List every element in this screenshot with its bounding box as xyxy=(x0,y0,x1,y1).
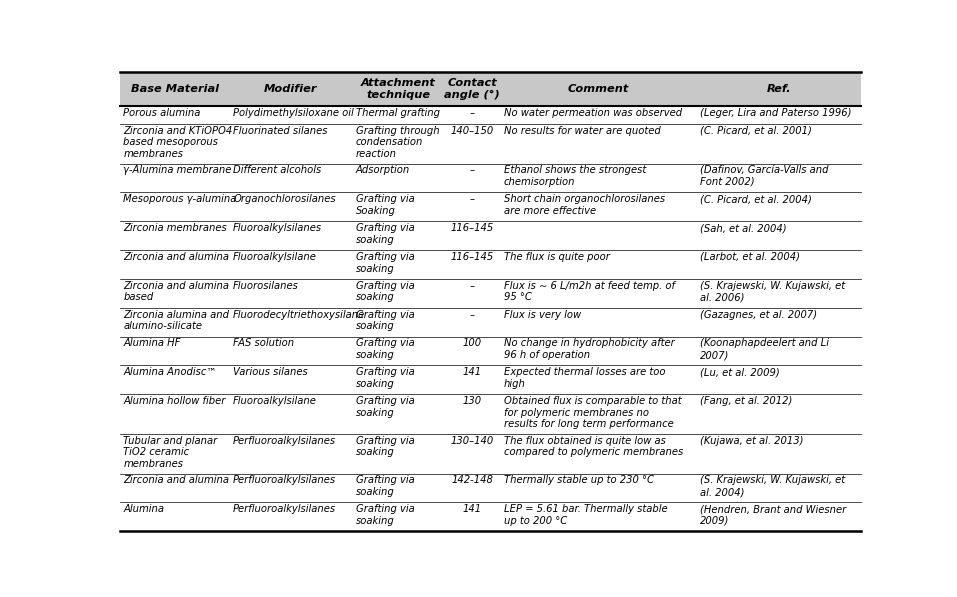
Text: LEP = 5.61 bar. Thermally stable
up to 200 °C: LEP = 5.61 bar. Thermally stable up to 2… xyxy=(504,504,667,526)
Text: –: – xyxy=(470,165,475,176)
Text: Short chain organochlorosilanes
are more effective: Short chain organochlorosilanes are more… xyxy=(504,194,665,216)
Text: 130: 130 xyxy=(463,396,482,406)
Text: (C. Picard, et al. 2004): (C. Picard, et al. 2004) xyxy=(701,194,812,204)
Text: Zirconia and KTiOPO4
based mesoporous
membranes: Zirconia and KTiOPO4 based mesoporous me… xyxy=(123,126,233,159)
Text: 130–140: 130–140 xyxy=(451,436,494,446)
Text: (Koonaphapdeelert and Li
2007): (Koonaphapdeelert and Li 2007) xyxy=(701,338,830,360)
Text: Zirconia membranes: Zirconia membranes xyxy=(123,223,227,233)
Text: Grafting via
soaking: Grafting via soaking xyxy=(356,223,414,245)
Text: Adsorption: Adsorption xyxy=(356,165,410,176)
Text: Polydimethylsiloxane oil: Polydimethylsiloxane oil xyxy=(234,107,354,118)
Text: (S. Krajewski, W. Kujawski, et
al. 2004): (S. Krajewski, W. Kujawski, et al. 2004) xyxy=(701,475,846,497)
Text: Contact
angle (°): Contact angle (°) xyxy=(444,78,501,100)
Text: Grafting via
soaking: Grafting via soaking xyxy=(356,281,414,302)
Text: FAS solution: FAS solution xyxy=(234,338,295,349)
Text: Base Material: Base Material xyxy=(130,84,218,94)
Text: The flux obtained is quite low as
compared to polymeric membranes: The flux obtained is quite low as compar… xyxy=(504,436,683,457)
Text: (C. Picard, et al. 2001): (C. Picard, et al. 2001) xyxy=(701,126,812,136)
Text: Fluorosilanes: Fluorosilanes xyxy=(234,281,299,291)
Text: Fluorinated silanes: Fluorinated silanes xyxy=(234,126,327,136)
Text: Zirconia and alumina
based: Zirconia and alumina based xyxy=(123,281,230,302)
Bar xyxy=(120,72,861,106)
Text: Alumina hollow fiber: Alumina hollow fiber xyxy=(123,396,226,406)
Text: Grafting via
soaking: Grafting via soaking xyxy=(356,310,414,331)
Text: Zirconia alumina and
alumino-silicate: Zirconia alumina and alumino-silicate xyxy=(123,310,230,331)
Text: Organochlorosilanes: Organochlorosilanes xyxy=(234,194,336,204)
Text: (Fang, et al. 2012): (Fang, et al. 2012) xyxy=(701,396,792,406)
Text: No results for water are quoted: No results for water are quoted xyxy=(504,126,660,136)
Text: Grafting via
soaking: Grafting via soaking xyxy=(356,475,414,497)
Text: Perfluoroalkylsilanes: Perfluoroalkylsilanes xyxy=(234,504,336,514)
Text: (S. Krajewski, W. Kujawski, et
al. 2006): (S. Krajewski, W. Kujawski, et al. 2006) xyxy=(701,281,846,302)
Text: (Leger, Lira and Paterso 1996): (Leger, Lira and Paterso 1996) xyxy=(701,107,852,118)
Text: (Lu, et al. 2009): (Lu, et al. 2009) xyxy=(701,367,780,377)
Text: Obtained flux is comparable to that
for polymeric membranes no
results for long : Obtained flux is comparable to that for … xyxy=(504,396,681,429)
Text: Zirconia and alumina: Zirconia and alumina xyxy=(123,475,230,485)
Text: Grafting via
Soaking: Grafting via Soaking xyxy=(356,194,414,216)
Text: Thermal grafting: Thermal grafting xyxy=(356,107,439,118)
Text: Fluoroalkylsilane: Fluoroalkylsilane xyxy=(234,396,317,406)
Text: (Hendren, Brant and Wiesner
2009): (Hendren, Brant and Wiesner 2009) xyxy=(701,504,847,526)
Text: (Gazagnes, et al. 2007): (Gazagnes, et al. 2007) xyxy=(701,310,817,319)
Text: 100: 100 xyxy=(463,338,482,349)
Text: Flux is ∼ 6 L/m2h at feed temp. of
95 °C: Flux is ∼ 6 L/m2h at feed temp. of 95 °C xyxy=(504,281,675,302)
Text: 116–145: 116–145 xyxy=(451,252,494,262)
Text: Comment: Comment xyxy=(568,84,629,94)
Text: Expected thermal losses are too
high: Expected thermal losses are too high xyxy=(504,367,665,389)
Text: Ethanol shows the strongest
chemisorption: Ethanol shows the strongest chemisorptio… xyxy=(504,165,646,187)
Text: (Kujawa, et al. 2013): (Kujawa, et al. 2013) xyxy=(701,436,804,446)
Text: Attachment
technique: Attachment technique xyxy=(361,78,435,100)
Text: The flux is quite poor: The flux is quite poor xyxy=(504,252,610,262)
Text: Grafting through
condensation
reaction: Grafting through condensation reaction xyxy=(356,126,439,159)
Text: Fluorodecyltriethoxysilane: Fluorodecyltriethoxysilane xyxy=(234,310,366,319)
Text: Fluoroalkylsilane: Fluoroalkylsilane xyxy=(234,252,317,262)
Text: Alumina Anodisc™: Alumina Anodisc™ xyxy=(123,367,217,377)
Text: Alumina HF: Alumina HF xyxy=(123,338,181,349)
Text: Grafting via
soaking: Grafting via soaking xyxy=(356,436,414,457)
Text: 116–145: 116–145 xyxy=(451,223,494,233)
Text: Alumina: Alumina xyxy=(123,504,165,514)
Text: Grafting via
soaking: Grafting via soaking xyxy=(356,396,414,418)
Text: Tubular and planar
TiO2 ceramic
membranes: Tubular and planar TiO2 ceramic membrane… xyxy=(123,436,217,469)
Text: –: – xyxy=(470,281,475,291)
Text: Perfluoroalkylsilanes: Perfluoroalkylsilanes xyxy=(234,436,336,446)
Text: No change in hydrophobicity after
96 h of operation: No change in hydrophobicity after 96 h o… xyxy=(504,338,675,360)
Text: Various silanes: Various silanes xyxy=(234,367,308,377)
Text: –: – xyxy=(470,194,475,204)
Text: Perfluoroalkylsilanes: Perfluoroalkylsilanes xyxy=(234,475,336,485)
Text: Fluoroalkylsilanes: Fluoroalkylsilanes xyxy=(234,223,323,233)
Text: Grafting via
soaking: Grafting via soaking xyxy=(356,367,414,389)
Text: –: – xyxy=(470,310,475,319)
Text: Flux is very low: Flux is very low xyxy=(504,310,581,319)
Text: Grafting via
soaking: Grafting via soaking xyxy=(356,252,414,273)
Text: Grafting via
soaking: Grafting via soaking xyxy=(356,504,414,526)
Text: 142-148: 142-148 xyxy=(452,475,493,485)
Text: γ-Alumina membrane: γ-Alumina membrane xyxy=(123,165,232,176)
Text: 141: 141 xyxy=(463,367,482,377)
Text: Zirconia and alumina: Zirconia and alumina xyxy=(123,252,230,262)
Text: Modifier: Modifier xyxy=(264,84,318,94)
Text: Ref.: Ref. xyxy=(767,84,791,94)
Text: Porous alumina: Porous alumina xyxy=(123,107,201,118)
Text: 141: 141 xyxy=(463,504,482,514)
Text: Different alcohols: Different alcohols xyxy=(234,165,322,176)
Text: No water permeation was observed: No water permeation was observed xyxy=(504,107,682,118)
Text: 140–150: 140–150 xyxy=(451,126,494,136)
Text: Mesoporous γ-alumina: Mesoporous γ-alumina xyxy=(123,194,236,204)
Text: (Larbot, et al. 2004): (Larbot, et al. 2004) xyxy=(701,252,800,262)
Text: Thermally stable up to 230 °C: Thermally stable up to 230 °C xyxy=(504,475,654,485)
Text: (Sah, et al. 2004): (Sah, et al. 2004) xyxy=(701,223,787,233)
Text: –: – xyxy=(470,107,475,118)
Text: Grafting via
soaking: Grafting via soaking xyxy=(356,338,414,360)
Text: (Dafinov, García-Valls and
Font 2002): (Dafinov, García-Valls and Font 2002) xyxy=(701,165,829,187)
